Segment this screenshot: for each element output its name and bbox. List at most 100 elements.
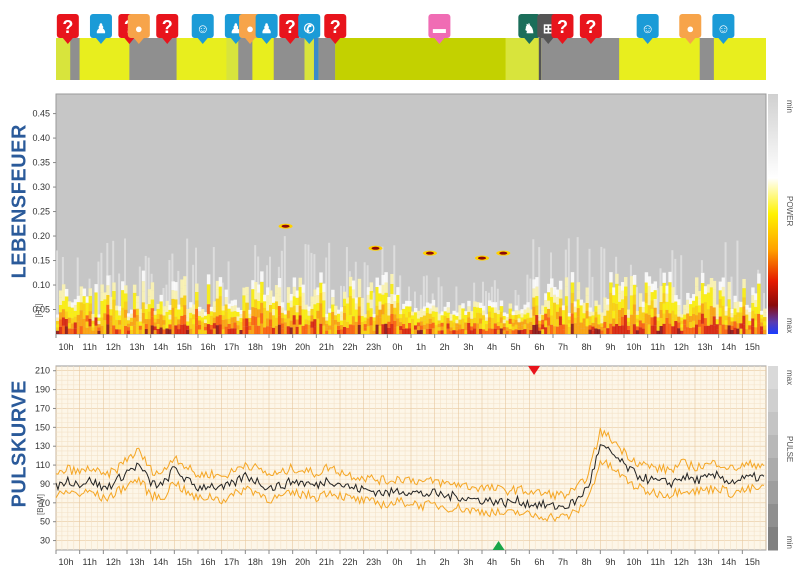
- spectrogram-cell: [402, 308, 406, 314]
- spectrogram-cell: [200, 329, 205, 334]
- spectrogram-cell: [508, 308, 513, 314]
- marker-body: [56, 14, 79, 38]
- spectrogram-cell: [411, 330, 415, 334]
- spectrogram-cell: [112, 299, 116, 309]
- spectrogram-cell: [286, 302, 291, 311]
- spectrogram-streak: [112, 240, 115, 283]
- spectrogram-streak: [763, 293, 766, 309]
- spectrogram-cell: [221, 329, 226, 334]
- spectrogram-cell: [523, 304, 527, 310]
- spectrogram-cell: [345, 321, 350, 328]
- spectrogram-cell: [437, 327, 442, 331]
- spectrogram-y-tick-label: 0.05: [32, 305, 50, 315]
- spectrogram-streak: [345, 247, 348, 298]
- spectrogram-cell: [286, 287, 291, 295]
- spectrogram-cell: [82, 318, 87, 327]
- spectrogram-cell: [443, 306, 447, 312]
- spectrogram-cell: [482, 315, 486, 320]
- spectrogram-cell: [665, 285, 669, 294]
- spectrogram-cell: [700, 323, 705, 334]
- spectrogram-cell: [236, 307, 240, 312]
- spectrogram-cell: [428, 318, 433, 324]
- spectrogram-streak: [437, 277, 440, 314]
- spectrogram-streak: [487, 292, 490, 301]
- spectrogram-x-tick-label: 20h: [295, 342, 310, 352]
- spectrogram-cell: [434, 311, 439, 317]
- spectrogram-cell: [224, 289, 229, 298]
- spectrogram-cell: [372, 320, 376, 325]
- spectrogram-cell: [703, 326, 708, 334]
- spectrogram-cell: [499, 311, 504, 318]
- spectrogram-cell: [600, 330, 604, 334]
- spectrogram-cell: [180, 288, 184, 298]
- spectrogram-cell: [508, 328, 513, 334]
- spectrogram-streak: [635, 287, 638, 311]
- spectrogram-cell: [473, 312, 477, 318]
- spectrogram-cell: [79, 318, 84, 327]
- spectrogram-streak: [100, 252, 103, 285]
- spectrogram-cell: [538, 317, 542, 321]
- spectrogram-cell: [103, 306, 107, 314]
- spectrogram-cell: [328, 321, 332, 326]
- spectrogram-cell: [97, 314, 101, 318]
- spectrogram-cell: [724, 306, 729, 311]
- spectrogram-cell: [263, 327, 267, 334]
- spectrogram-cell: [171, 281, 175, 291]
- spectrogram-cell: [209, 329, 214, 334]
- spectrogram-cell: [227, 313, 232, 319]
- spectrogram-cell: [440, 330, 445, 334]
- spectrogram-cell: [135, 302, 140, 309]
- activity-segment: [505, 38, 539, 80]
- spectrogram-cell: [206, 324, 211, 334]
- spectrogram-cell: [127, 330, 131, 334]
- spectrogram-cell: [517, 310, 521, 315]
- spectrogram-streak: [629, 264, 632, 277]
- spectrogram-cell: [70, 312, 75, 319]
- spectrogram-cell: [526, 307, 530, 313]
- spectrogram-cell: [97, 327, 101, 331]
- spectrogram-cell: [615, 313, 619, 324]
- activity-bar: ?♟?●?☺♟●♟?✆?▬♞⊞??☺●☺: [56, 14, 766, 80]
- spectrogram-cell: [85, 308, 90, 316]
- spectrogram-cell: [280, 323, 285, 329]
- spectrogram-cell: [588, 320, 592, 326]
- spectrogram-cell: [558, 280, 563, 290]
- spectrogram-cell: [316, 318, 320, 327]
- spectrogram-cell: [124, 317, 128, 326]
- spectrogram-cell: [440, 311, 445, 316]
- activity-segment: [70, 38, 80, 80]
- spectrogram-x-tick-label: 8h: [582, 342, 592, 352]
- spectrogram-cell: [597, 324, 601, 330]
- spectrogram-cell: [192, 314, 196, 320]
- spectrogram-cell: [499, 317, 504, 323]
- spectrogram-cell: [88, 318, 92, 327]
- spectrogram-cell: [73, 310, 78, 317]
- spectrogram-streak: [280, 250, 283, 303]
- spectrogram-cell: [609, 272, 613, 283]
- spectrogram-cell: [269, 326, 273, 334]
- spectrogram-cell: [342, 298, 347, 306]
- spectrogram-cell: [703, 310, 708, 319]
- spectrogram-cell: [239, 322, 243, 327]
- spectrogram-cell: [600, 312, 604, 317]
- spectrogram-x-tick-label: 6h: [534, 342, 544, 352]
- spectrogram-cell: [452, 318, 456, 323]
- spectrogram-cell: [274, 325, 279, 334]
- spectrogram-cell: [254, 325, 258, 334]
- spectrogram-cell: [319, 272, 323, 283]
- activity-marker-mind: ☺: [712, 14, 735, 44]
- spectrogram-cell: [626, 309, 631, 314]
- spectrogram-cell: [535, 296, 539, 306]
- spectrogram-cell: [644, 303, 649, 314]
- spectrogram-cell: [523, 329, 527, 334]
- spectrogram-cell: [626, 321, 631, 326]
- spectrogram-cell: [76, 295, 81, 303]
- spectrogram-cell: [150, 325, 155, 334]
- spectrogram-cell: [162, 324, 166, 330]
- spectrogram-cell: [591, 330, 595, 334]
- spectrogram-cell: [162, 306, 166, 311]
- spectrogram-cell: [564, 305, 569, 316]
- spectrogram-cell: [662, 272, 666, 283]
- spectrogram-cell: [689, 328, 693, 334]
- spectrogram-cell: [653, 298, 658, 308]
